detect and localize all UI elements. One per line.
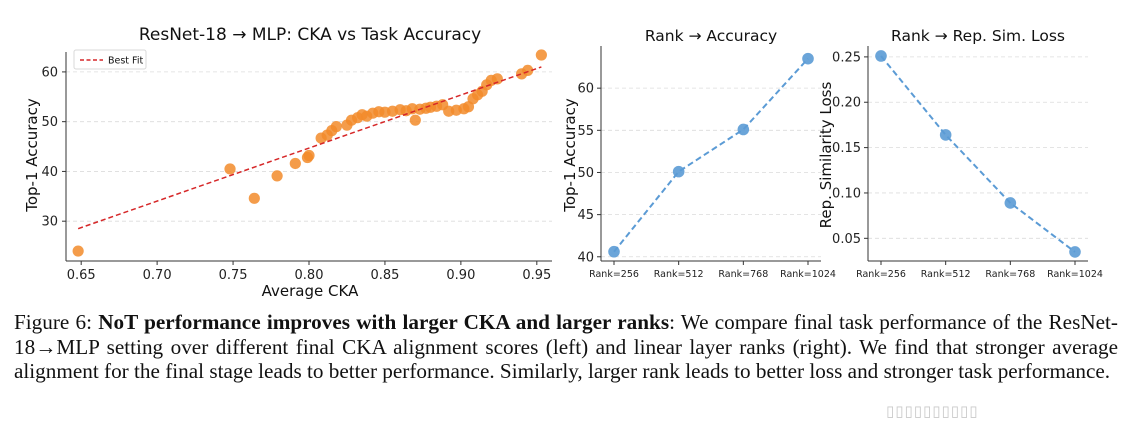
scatter-point: [289, 157, 301, 170]
x-tick-label: 0.65: [67, 268, 96, 283]
figure: ResNet-18 → MLP: CKA vs Task Accuracy 30…: [23, 25, 1103, 300]
chart-title: Rank → Rep. Sim. Loss: [891, 27, 1065, 45]
data-point: [875, 50, 887, 62]
data-point: [608, 245, 620, 258]
x-tick-label: 0.75: [219, 268, 248, 283]
line-series: [608, 52, 814, 258]
rank-accuracy-panel: Rank → Accuracy 40 45 50 55 60 Rank=256 Rank=5…: [561, 27, 836, 280]
scatter-point: [72, 245, 84, 257]
series-line: [880, 55, 1076, 253]
x-tick-label: 0.80: [295, 268, 324, 283]
y-tick-label: 40: [577, 250, 594, 265]
y-axis-label: Rep. Similarity Loss: [817, 82, 835, 229]
x-tick-label: 0.90: [446, 268, 475, 283]
axes: [597, 46, 821, 265]
legend: Best Fit: [73, 49, 147, 70]
grid-lines: [601, 87, 821, 258]
legend-label: Best Fit: [108, 56, 143, 67]
y-tick-label: 0.20: [832, 96, 861, 111]
chart-title: ResNet-18 → MLP: CKA vs Task Accuracy: [139, 25, 481, 45]
x-tick-label: Rank=1024: [780, 269, 836, 280]
y-axis-label: Top-1 Accuracy: [561, 98, 579, 213]
data-point: [939, 129, 952, 141]
axes: [864, 46, 1088, 265]
scatter-point: [224, 163, 236, 175]
data-point: [672, 165, 685, 178]
scatter-point: [303, 149, 315, 162]
y-tick-label: 0.05: [832, 232, 861, 247]
axes: [62, 52, 552, 265]
data-point: [1004, 197, 1017, 209]
scatter-point: [535, 49, 547, 61]
x-tick-label: Rank=512: [654, 269, 704, 280]
y-tick-label: 30: [41, 215, 58, 230]
grid-lines: [868, 56, 1088, 239]
scatter-points: [72, 49, 547, 257]
series-line: [613, 57, 809, 253]
y-tick-label: 60: [577, 82, 594, 97]
y-tick-label: 0.10: [832, 186, 861, 201]
data-point: [737, 123, 750, 136]
watermark: ▯▯▯▯▯▯▯▯▯▯: [886, 402, 979, 420]
scatter-point: [271, 170, 283, 182]
x-tick-label: Rank=256: [856, 269, 906, 280]
y-tick-label: 50: [577, 166, 594, 181]
x-axis-label: Average CKA: [262, 282, 359, 300]
y-tick-label: 45: [577, 208, 594, 223]
caption-bold: NoT performance improves with larger CKA…: [98, 310, 670, 334]
tick-labels: 40 45 50 55 60 Rank=256 Rank=512 Rank=768 Rank=1…: [577, 82, 835, 280]
legend-box: [73, 49, 147, 70]
x-tick-label: Rank=1024: [1047, 269, 1103, 280]
rank-loss-panel: Rank → Rep. Sim. Loss 0.050.100.150.200.…: [817, 27, 1103, 280]
tick-labels: 0.05 0.10 0.15 0.20 0.25 Rank=256 Rank=512 Rank…: [832, 50, 1103, 280]
x-tick-label: Rank=256: [589, 269, 639, 280]
line-series: [875, 50, 1081, 258]
y-tick-label: 0.15: [832, 141, 861, 156]
grid-lines: [66, 71, 552, 222]
y-tick-label: 60: [41, 65, 58, 80]
x-tick-label: 0.85: [370, 268, 399, 283]
x-tick-label: Rank=768: [718, 269, 768, 280]
figure-caption: Figure 6: NoT performance improves with …: [14, 310, 1118, 384]
y-tick-label: 55: [577, 124, 594, 139]
scatter-point: [409, 114, 421, 126]
x-tick-label: 0.95: [522, 268, 551, 283]
scatter-point: [248, 192, 260, 204]
tick-labels: 30 40 50 60 0.65 0.70 0.75 0.80 0.85 0.90 0.95: [41, 65, 551, 283]
data-point: [802, 52, 814, 65]
caption-text: : We compare final task performance of t…: [14, 310, 1118, 384]
y-axis-label: Top-1 Accuracy: [23, 98, 41, 213]
scatter-point: [491, 73, 503, 85]
caption-label: Figure 6:: [14, 310, 99, 334]
best-fit-line: [77, 66, 542, 230]
chart-title: Rank → Accuracy: [645, 27, 777, 45]
y-tick-label: 0.25: [832, 50, 861, 65]
y-tick-label: 40: [41, 165, 58, 180]
y-tick-label: 50: [41, 115, 58, 130]
data-point: [1069, 246, 1081, 258]
x-tick-label: Rank=768: [985, 269, 1035, 280]
scatter-point: [330, 121, 342, 133]
x-tick-label: 0.70: [143, 268, 172, 283]
x-tick-label: Rank=512: [921, 269, 971, 280]
cka-scatter-panel: ResNet-18 → MLP: CKA vs Task Accuracy 30…: [23, 25, 552, 300]
